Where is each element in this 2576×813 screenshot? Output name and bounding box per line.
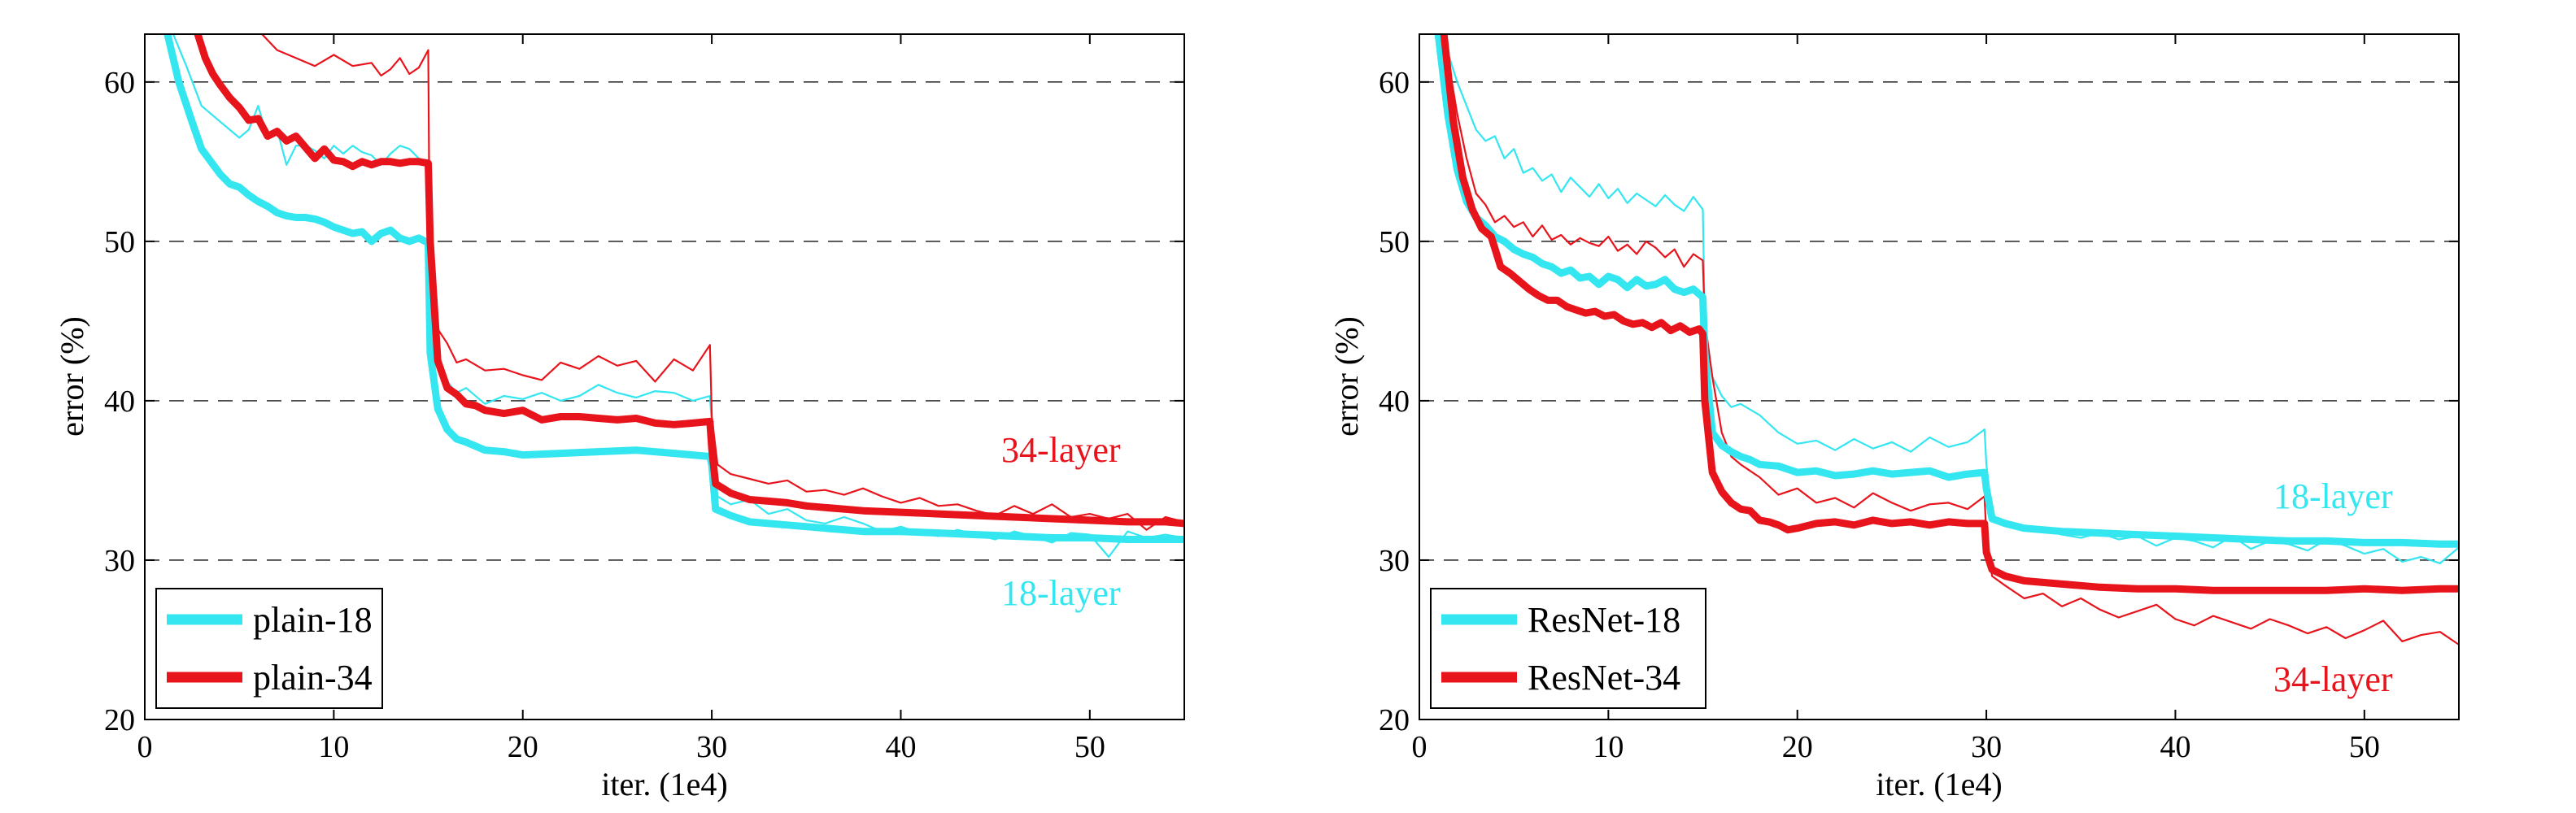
plain-18-legend-label: plain-18 [253,600,373,640]
plain-34-legend-label: plain-34 [253,658,373,698]
plain-18-validation-line [163,34,1184,543]
plain-34-validation-line [194,34,1184,528]
plain-y-axis-label: error (%) [54,316,90,437]
resnet-x-tick-label-30: 30 [1971,730,2002,764]
plain-gridlines [145,81,1184,561]
resnet-34-legend-label: ResNet-34 [1528,658,1680,698]
plain-y-tick-label-30: 30 [104,544,135,578]
resnet-y-tick-label-60: 60 [1379,66,1410,100]
plain-y-tick-label-20: 20 [104,703,135,737]
plain-axes-box [144,33,1185,720]
resnet-x-tick-label-0: 0 [1412,730,1427,764]
plain-y-tick-label-50: 50 [104,225,135,259]
resnet-x-tick-label-50: 50 [2349,730,2380,764]
resnet-18-layer-annotation: 18-layer [2273,476,2393,516]
resnet-y-tick-label-20: 20 [1379,703,1410,737]
plain-x-tick-label-0: 0 [137,730,153,764]
resnet-legend: ResNet-18 ResNet-34 [1430,588,1706,709]
resnet-legend-box [1430,588,1706,709]
resnet-axes-box [1419,33,2460,720]
resnet-chart-panel: 0 10 20 30 40 50 20 30 40 50 60 iter. (1e4) error … [1328,33,2460,802]
plain-34-training-line [261,34,1184,531]
plain-x-tick-label-40: 40 [885,730,916,764]
plain-18-layer-annotation: 18-layer [1001,573,1121,613]
plain-x-tick-label-50: 50 [1074,730,1105,764]
plain-y-tick-label-60: 60 [104,66,135,100]
resnet-ticks: 0 10 20 30 40 50 20 30 40 50 60 [1379,34,2459,764]
resnet-x-tick-label-20: 20 [1782,730,1813,764]
plain-chart-panel: 0 10 20 30 40 50 20 30 40 50 60 iter. (1e4) error … [54,33,1185,802]
plain-x-tick-label-30: 30 [696,730,727,764]
resnet-y-axis-label: error (%) [1328,316,1365,437]
plain-x-axis-label: iter. (1e4) [601,766,728,802]
plain-legend: plain-18 plain-34 [155,588,383,709]
resnet-y-tick-label-30: 30 [1379,544,1410,578]
resnet-34-validation-line [1440,34,2459,594]
plain-y-tick-label-40: 40 [104,385,135,419]
resnet-x-axis-label: iter. (1e4) [1876,766,2003,802]
resnet-34-layer-annotation: 34-layer [2273,659,2393,699]
resnet-18-validation-line [1434,34,2459,548]
resnet-34-training-line [1443,34,2459,646]
plain-34-layer-annotation: 34-layer [1001,430,1121,470]
resnet-x-tick-label-10: 10 [1593,730,1624,764]
resnet-gridlines [1419,81,2459,561]
plain-ticks: 0 10 20 30 40 50 20 30 40 50 60 [104,34,1184,764]
resnet-x-tick-label-40: 40 [2160,730,2190,764]
resnet-18-legend-label: ResNet-18 [1528,600,1680,640]
resnet-validation-curves [1434,34,2459,594]
resnet-y-tick-label-40: 40 [1379,385,1410,419]
plain-x-tick-label-20: 20 [508,730,538,764]
plain-x-tick-label-10: 10 [318,730,349,764]
plain-legend-box [155,588,383,709]
plain-validation-curves [163,34,1184,543]
resnet-y-tick-label-50: 50 [1379,225,1410,259]
